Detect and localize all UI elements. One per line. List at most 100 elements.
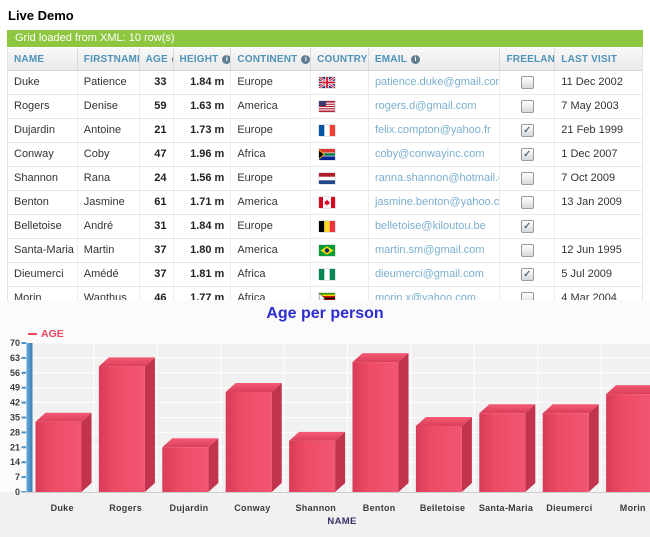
column-header-height[interactable]: HEIGHT i	[174, 48, 232, 70]
freelance-checkbox[interactable]	[520, 171, 534, 185]
flag-icon-ng	[319, 268, 336, 280]
freelance-checkbox[interactable]: ✓	[520, 219, 534, 233]
cell-firstname: Rana	[78, 167, 140, 189]
bar-front-face	[35, 421, 82, 492]
cell-age: 33	[140, 71, 174, 93]
bar-top-face	[479, 404, 536, 414]
cell-height: 1.84 m	[174, 71, 232, 93]
table-row[interactable]: Dujardin Antoine 21 1.73 m Europe felix.compt…	[8, 119, 642, 143]
y-axis-tick	[21, 356, 26, 359]
cell-firstname: Amédé	[78, 263, 140, 285]
cell-firstname: Jasmine	[78, 191, 140, 213]
column-header-last-visit[interactable]: LAST VISIT	[555, 48, 642, 70]
freelance-checkbox[interactable]	[520, 243, 534, 257]
table-row[interactable]: Conway Coby 47 1.96 m Africa coby@conwayinc.c…	[8, 143, 642, 167]
bar-shannon[interactable]	[289, 431, 346, 492]
email-link[interactable]: felix.compton@yahoo.fr	[374, 124, 491, 136]
cell-freelance: ✓	[500, 119, 556, 141]
y-tick-label: 70	[10, 338, 20, 348]
cell-freelance: ✓	[500, 215, 556, 237]
column-header-age[interactable]: AGEi	[140, 48, 174, 70]
info-icon[interactable]: i	[171, 54, 173, 64]
chart-legend[interactable]: AGE	[28, 328, 64, 340]
column-header-freelance[interactable]: FREELANCEi	[500, 48, 556, 70]
bar-rogers[interactable]	[98, 357, 155, 492]
cell-name: Benton	[8, 191, 78, 213]
bar-conway[interactable]	[225, 382, 282, 492]
email-link[interactable]: rogers.d@gmail.com	[374, 100, 477, 112]
cell-name: Dieumerci	[8, 263, 78, 285]
bar-front-face	[479, 413, 526, 492]
cell-country	[311, 167, 369, 189]
cell-country	[311, 95, 369, 117]
column-header-country[interactable]: COUNTRY	[311, 48, 369, 70]
email-link[interactable]: coby@conwayinc.com	[374, 148, 485, 160]
cell-last-visit: 1 Dec 2007	[561, 148, 618, 160]
age-bar-chart: 0 7 14 21 28 35 42 49 56 63 70 Duke Rogers Dujardin Co…	[0, 338, 650, 537]
bar-top-face	[415, 417, 472, 427]
cell-country	[311, 143, 369, 165]
email-link[interactable]: jasmine.benton@yahoo.com	[374, 196, 500, 208]
y-axis-tick	[21, 342, 26, 344]
x-tick-label-dieumerci: Dieumerci	[546, 503, 592, 513]
cell-email: rogers.d@gmail.com	[369, 95, 501, 117]
freelance-checkbox[interactable]	[520, 99, 534, 113]
bar-top-face	[542, 404, 599, 414]
x-tick-label-duke: Duke	[51, 503, 74, 513]
freelance-checkbox[interactable]: ✓	[520, 267, 534, 281]
y-axis-tick	[21, 461, 26, 464]
bar-santa-maria[interactable]	[479, 404, 536, 492]
cell-continent: Europe	[231, 167, 312, 189]
flag-icon-ca	[319, 196, 336, 208]
table-row[interactable]: Rogers Denise 59 1.63 m America rogers.d@gmai…	[8, 95, 642, 119]
y-axis-tick	[21, 431, 26, 434]
bar-top-face	[35, 412, 92, 422]
table-row[interactable]: Santa-Maria Martin 37 1.80 m America martin.s…	[8, 239, 642, 263]
bar-dieumerci[interactable]	[542, 404, 599, 492]
cell-freelance	[500, 167, 556, 189]
cell-age: 31	[140, 215, 174, 237]
bar-morin[interactable]	[606, 385, 650, 492]
cell-freelance: ✓	[500, 143, 556, 165]
freelance-checkbox[interactable]: ✓	[520, 147, 534, 161]
column-header-continent[interactable]: CONTINENT i	[231, 48, 312, 70]
table-row[interactable]: Dieumerci Amédé 37 1.81 m Africa dieumerci@gm…	[8, 263, 642, 287]
email-link[interactable]: martin.sm@gmail.com	[374, 244, 485, 256]
column-header-firstname[interactable]: FIRSTNAME	[78, 48, 140, 70]
cell-firstname: Coby	[78, 143, 140, 165]
bar-duke[interactable]	[35, 412, 92, 492]
y-tick-label: 35	[10, 413, 20, 423]
cell-last-visit: 12 Jun 1995	[561, 244, 622, 256]
info-icon[interactable]: i	[411, 54, 421, 64]
email-link[interactable]: belletoise@kiloutou.be	[374, 220, 486, 232]
flag-icon-us	[319, 100, 336, 112]
freelance-checkbox[interactable]	[520, 75, 534, 89]
column-header-email[interactable]: EMAIL i	[369, 48, 501, 70]
table-row[interactable]: Duke Patience 33 1.84 m Europe patience.duke@…	[8, 71, 642, 95]
info-icon[interactable]: i	[301, 54, 311, 64]
bar-benton[interactable]	[352, 353, 409, 492]
bar-dujardin[interactable]	[162, 438, 219, 492]
column-header-name[interactable]: NAME	[8, 48, 78, 70]
email-link[interactable]: ranna.shannon@hotmail.com	[374, 172, 500, 184]
freelance-checkbox[interactable]: ✓	[520, 123, 534, 137]
flag-icon-za	[319, 148, 336, 160]
x-tick-label-belletoise: Belletoise	[420, 503, 466, 513]
x-tick-label-conway: Conway	[234, 503, 270, 513]
cell-firstname: André	[78, 215, 140, 237]
cell-age: 61	[140, 191, 174, 213]
email-link[interactable]: dieumerci@gmail.com	[374, 268, 484, 280]
freelance-checkbox[interactable]	[520, 195, 534, 209]
cell-freelance	[500, 95, 556, 117]
info-icon[interactable]: i	[222, 54, 231, 64]
cell-continent: America	[231, 191, 312, 213]
cell-country	[311, 263, 369, 285]
cell-height: 1.96 m	[174, 143, 232, 165]
table-row[interactable]: Benton Jasmine 61 1.71 m America jasmine.bent…	[8, 191, 642, 215]
bar-belletoise[interactable]	[415, 417, 472, 492]
bar-front-face	[606, 394, 650, 492]
email-link[interactable]: patience.duke@gmail.com	[374, 76, 501, 88]
cell-last-visit: 11 Dec 2002	[561, 76, 623, 88]
table-row[interactable]: Shannon Rana 24 1.56 m Europe ranna.shannon@h…	[8, 167, 642, 191]
table-row[interactable]: Belletoise André 31 1.84 m Europe belletoise@…	[8, 215, 642, 239]
